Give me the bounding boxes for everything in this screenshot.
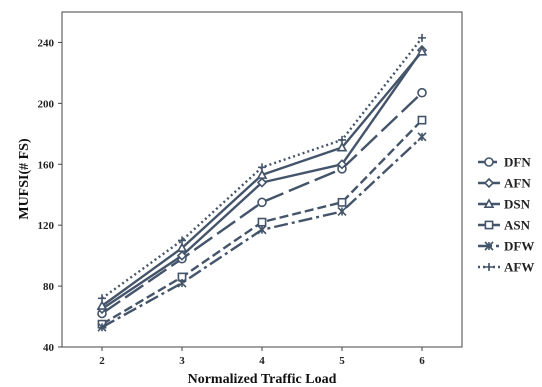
- legend-marker-dsn: [483, 198, 495, 208]
- x-tick-label: 3: [179, 355, 185, 367]
- x-tick-label: 5: [339, 355, 345, 367]
- data-point-afw: [178, 236, 186, 245]
- data-point-dfw: [417, 132, 427, 142]
- legend: DFN AFN DSN ASN DFW AFW: [478, 155, 534, 275]
- series-afw: [98, 33, 426, 303]
- series-layer: [96, 33, 428, 332]
- data-point-dsn: [416, 45, 428, 56]
- legend-label-dfw: DFW: [504, 239, 534, 254]
- legend-marker-afn: [483, 177, 495, 189]
- y-tick-label: 160: [38, 159, 55, 171]
- data-point-dsn: [336, 141, 348, 152]
- series-dsn: [96, 45, 428, 310]
- y-tick-label: 80: [43, 281, 55, 293]
- legend-marker-dfn: [484, 157, 494, 167]
- y-tick-label: 40: [43, 342, 55, 354]
- data-point-dfw: [177, 278, 187, 288]
- y-tick-label: 120: [38, 220, 55, 232]
- data-point-afn: [256, 177, 268, 188]
- x-axis-title: Normalized Traffic Load: [188, 372, 337, 387]
- data-point-asn: [257, 217, 267, 227]
- series-dfw: [97, 132, 427, 332]
- y-tick-label: 240: [38, 37, 55, 49]
- legend-label-dfn: DFN: [504, 155, 531, 170]
- data-point-afw: [258, 163, 266, 172]
- legend-label-asn: ASN: [504, 218, 531, 233]
- x-tick-label: 4: [259, 355, 265, 367]
- data-point-dfw: [257, 225, 267, 235]
- series-dfn: [97, 87, 427, 319]
- x-tick-label: 2: [99, 355, 105, 367]
- y-axis-title: MUFSI(# FS): [17, 138, 32, 220]
- legend-marker-afw: [485, 263, 493, 271]
- legend-marker-dfw: [484, 241, 494, 251]
- series-line-dfn: [101, 91, 423, 315]
- data-point-afw: [418, 33, 426, 42]
- data-point-afn: [336, 159, 348, 170]
- legend-marker-asn: [484, 220, 494, 230]
- y-tick-label: 200: [38, 98, 55, 110]
- x-tick-label: 6: [419, 355, 425, 367]
- data-point-dsn: [96, 300, 108, 310]
- legend-label-afn: AFN: [504, 176, 531, 191]
- data-point-dfn: [417, 87, 427, 98]
- data-point-afn: [176, 250, 188, 261]
- data-point-dfw: [97, 322, 107, 332]
- data-point-dsn: [176, 242, 188, 253]
- x-axis: 2 3 4 5 6: [99, 347, 425, 367]
- data-point-afw: [98, 294, 106, 303]
- data-point-dfw: [337, 206, 347, 217]
- data-point-dfn: [257, 197, 267, 208]
- data-point-dsn: [256, 169, 268, 179]
- data-point-asn: [337, 197, 347, 207]
- y-axis: 40 80 120 160 200 240: [38, 37, 62, 354]
- legend-label-dsn: DSN: [504, 197, 531, 212]
- legend-label-afw: AFW: [504, 260, 534, 275]
- series-line-afw: [101, 37, 423, 300]
- data-point-afw: [338, 135, 346, 144]
- data-point-asn: [417, 115, 427, 125]
